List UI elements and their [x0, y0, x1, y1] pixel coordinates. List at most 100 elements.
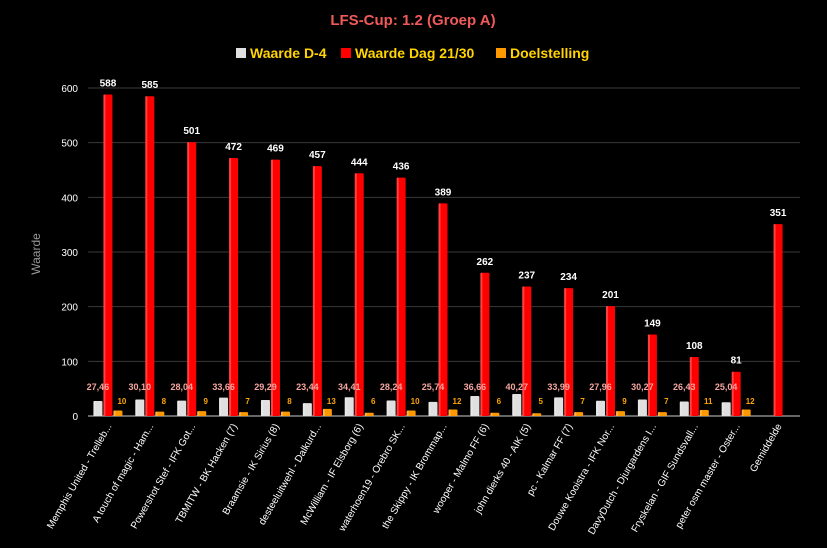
bar-doelstelling: [406, 410, 416, 416]
label-doelstelling: 11: [704, 397, 713, 406]
bar-doelstelling: [155, 411, 165, 416]
bar-waarde-dag: [438, 203, 448, 416]
bar-waarde-dag: [103, 94, 113, 416]
bar-waarde-dag: [270, 159, 280, 416]
bar-waarde-d4: [260, 399, 270, 416]
bar-waarde-dag: [396, 177, 406, 416]
label-doelstelling: 8: [287, 397, 292, 406]
legend-swatch: [496, 48, 506, 58]
bar-waarde-d4-highlight: [596, 400, 599, 416]
label-waarde-d4: 28,24: [380, 382, 403, 392]
bar-waarde-d4: [512, 393, 522, 416]
label-waarde-dag: 472: [225, 142, 242, 153]
label-waarde-dag: 501: [183, 126, 200, 137]
bar-waarde-d4-highlight: [470, 395, 473, 416]
bar-waarde-dag: [731, 371, 741, 416]
label-waarde-dag: 585: [141, 80, 158, 91]
bar-doelstelling-highlight: [280, 411, 283, 416]
bar-waarde-dag-highlight: [229, 157, 232, 416]
bar-waarde-dag-highlight: [606, 306, 609, 416]
bar-waarde-d4-highlight: [386, 400, 389, 416]
bar-waarde-d4: [554, 397, 564, 416]
bar-waarde-d4: [344, 397, 354, 416]
label-waarde-d4: 30,27: [631, 382, 654, 392]
bar-waarde-dag-highlight: [731, 371, 734, 416]
bar-waarde-d4-highlight: [428, 401, 431, 416]
bar-doelstelling: [322, 408, 332, 416]
bar-doelstelling-highlight: [490, 412, 493, 416]
y-axis-label: Waarde: [29, 233, 43, 275]
bar-waarde-dag: [564, 288, 574, 416]
label-doelstelling: 7: [580, 397, 585, 406]
bar-waarde-dag-highlight: [438, 203, 441, 416]
bar-waarde-d4-highlight: [679, 401, 682, 416]
bar-waarde-d4: [135, 399, 145, 416]
bar-waarde-dag-highlight: [689, 356, 692, 416]
label-waarde-d4: 23,44: [296, 382, 319, 392]
bar-doelstelling-highlight: [532, 413, 535, 416]
label-doelstelling: 5: [539, 397, 544, 406]
bar-doelstelling: [113, 410, 123, 416]
bar-waarde-dag-highlight: [396, 177, 399, 416]
label-doelstelling: 8: [162, 397, 167, 406]
label-waarde-dag: 81: [731, 356, 743, 367]
bar-doelstelling: [197, 411, 207, 416]
y-tick-label: 500: [61, 139, 78, 150]
y-tick-label: 100: [61, 357, 78, 368]
bar-waarde-dag: [187, 142, 197, 416]
data-labels: 27,465881030,10585828,04501933,66472729,…: [87, 79, 787, 406]
bar-waarde-d4-highlight: [135, 399, 138, 416]
label-waarde-d4: 33,99: [547, 382, 570, 392]
bar-doelstelling: [657, 412, 667, 416]
y-tick-label: 400: [61, 193, 78, 204]
chart-title: LFS-Cup: 1.2 (Groep A): [330, 12, 495, 29]
bar-doelstelling: [364, 412, 374, 416]
bar-waarde-d4-highlight: [219, 397, 222, 416]
y-tick-label: 200: [61, 303, 78, 314]
bar-doelstelling-highlight: [699, 409, 702, 416]
label-waarde-dag: 149: [644, 319, 661, 330]
bar-doelstelling: [574, 412, 584, 416]
bar-waarde-dag: [145, 96, 155, 416]
bar-doelstelling-highlight: [616, 411, 619, 416]
label-doelstelling: 7: [245, 397, 250, 406]
legend: Waarde D-4 Waarde Dag 21/30 Doelstelling: [236, 45, 589, 61]
legend-entry: Waarde D-4: [250, 45, 327, 61]
label-doelstelling: 13: [327, 397, 336, 406]
bar-doelstelling-highlight: [406, 410, 409, 416]
label-waarde-d4: 28,04: [170, 382, 193, 392]
bar-waarde-dag: [480, 272, 490, 416]
label-waarde-dag: 389: [435, 187, 452, 198]
label-waarde-d4: 34,41: [338, 382, 361, 392]
bar-waarde-d4-highlight: [260, 399, 263, 416]
bar-waarde-d4-highlight: [637, 399, 640, 416]
label-doelstelling: 9: [622, 397, 627, 406]
bar-doelstelling: [699, 409, 709, 416]
bar-waarde-d4: [596, 400, 606, 416]
label-waarde-dag: 436: [393, 162, 410, 173]
label-waarde-d4: 27,46: [87, 382, 110, 392]
label-doelstelling: 7: [664, 397, 669, 406]
bar-waarde-dag-highlight: [564, 288, 567, 416]
bar-doelstelling: [616, 411, 626, 416]
label-waarde-dag: 262: [477, 257, 494, 268]
bar-waarde-d4: [386, 400, 396, 416]
legend-swatch: [341, 48, 351, 58]
y-tick-label: 600: [61, 84, 78, 95]
bar-waarde-dag: [689, 356, 699, 416]
label-waarde-dag: 351: [770, 208, 787, 219]
bar-waarde-dag-highlight: [647, 334, 650, 416]
bar-waarde-dag: [522, 286, 532, 416]
bar-waarde-dag-highlight: [354, 173, 357, 416]
bar-waarde-d4-highlight: [554, 397, 557, 416]
label-waarde-d4: 29,29: [254, 382, 277, 392]
bar-doelstelling: [490, 412, 500, 416]
bar-waarde-dag: [647, 334, 657, 416]
bar-waarde-d4-highlight: [177, 400, 180, 416]
label-doelstelling: 12: [746, 397, 755, 406]
bars: [93, 94, 783, 416]
y-tick-label: 0: [72, 412, 78, 423]
label-waarde-d4: 25,04: [715, 382, 738, 392]
bar-waarde-d4: [428, 401, 438, 416]
